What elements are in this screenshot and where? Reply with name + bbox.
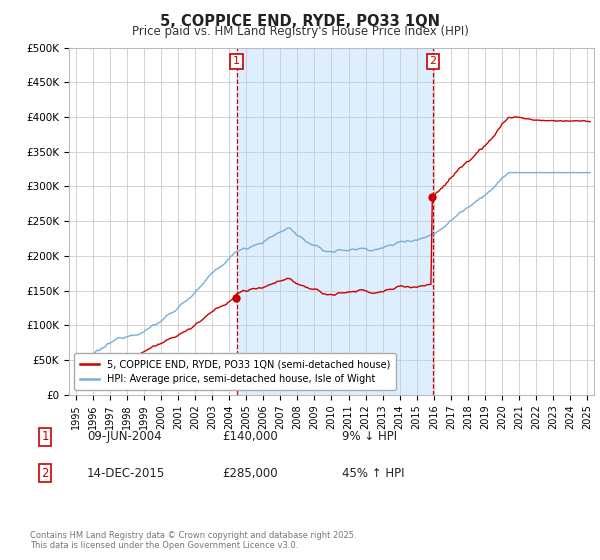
Text: 9% ↓ HPI: 9% ↓ HPI	[342, 430, 397, 444]
Text: Price paid vs. HM Land Registry's House Price Index (HPI): Price paid vs. HM Land Registry's House …	[131, 25, 469, 38]
Text: 1: 1	[41, 430, 49, 444]
Text: Contains HM Land Registry data © Crown copyright and database right 2025.
This d: Contains HM Land Registry data © Crown c…	[30, 530, 356, 550]
Text: 2: 2	[41, 466, 49, 480]
Bar	[237, 48, 433, 395]
Text: 09-JUN-2004: 09-JUN-2004	[87, 430, 161, 444]
Legend: 5, COPPICE END, RYDE, PO33 1QN (semi-detached house), HPI: Average price, semi-d: 5, COPPICE END, RYDE, PO33 1QN (semi-det…	[74, 353, 396, 390]
Text: £285,000: £285,000	[222, 466, 278, 480]
Text: 2: 2	[430, 57, 436, 67]
Text: 14-DEC-2015: 14-DEC-2015	[87, 466, 165, 480]
Text: 45% ↑ HPI: 45% ↑ HPI	[342, 466, 404, 480]
Text: £140,000: £140,000	[222, 430, 278, 444]
Text: 1: 1	[233, 57, 240, 67]
Text: 5, COPPICE END, RYDE, PO33 1QN: 5, COPPICE END, RYDE, PO33 1QN	[160, 14, 440, 29]
